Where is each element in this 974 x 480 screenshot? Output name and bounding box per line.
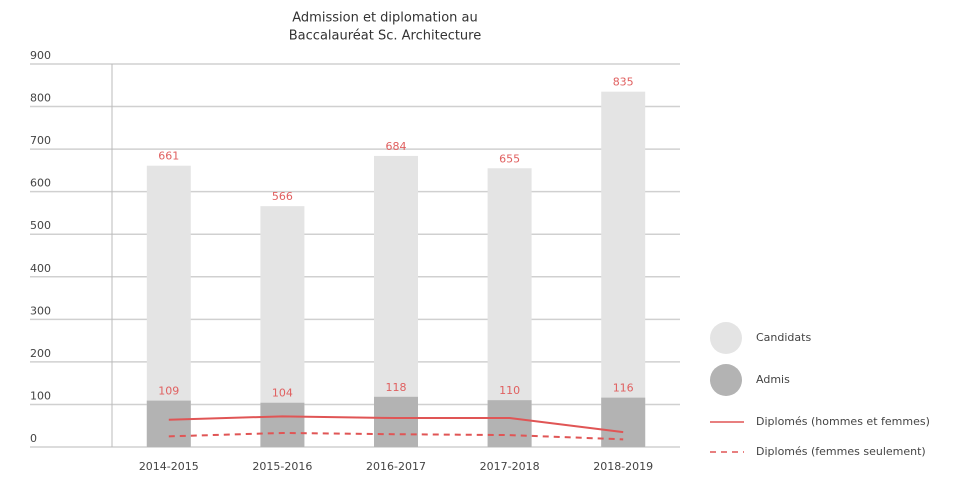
legend-swatch	[710, 322, 742, 354]
bar	[601, 91, 646, 448]
y-tick-label: 400	[30, 262, 51, 275]
chart-title: Baccalauréat Sc. Architecture	[289, 29, 481, 44]
y-tick-label: 100	[30, 389, 51, 402]
x-tick-label: 2014-2015	[139, 460, 199, 473]
x-tick-label: 2015-2016	[252, 460, 312, 473]
value-label: 566	[272, 190, 293, 203]
bar	[487, 400, 532, 447]
line	[168, 415, 624, 434]
legend-label: Diplomés (hommes et femmes)	[756, 415, 930, 428]
y-tick-label: 600	[30, 177, 51, 190]
value-label: 661	[158, 150, 179, 163]
line	[168, 431, 624, 441]
value-label: 835	[613, 76, 634, 89]
legend-label: Candidats	[756, 331, 811, 344]
y-tick-label: 500	[30, 219, 51, 232]
bar	[601, 397, 646, 447]
x-tick-label: 2017-2018	[480, 460, 540, 473]
y-tick-label: 0	[30, 432, 37, 445]
y-tick-label: 800	[30, 92, 51, 105]
bar	[260, 402, 305, 447]
value-label: 109	[158, 385, 179, 398]
value-label: 110	[499, 384, 520, 397]
y-tick-label: 900	[30, 49, 51, 62]
chart-title: Admission et diplomation au	[292, 11, 477, 26]
legend-swatch	[710, 364, 742, 396]
x-tick-label: 2018-2019	[593, 460, 653, 473]
bar	[374, 396, 418, 447]
value-label: 684	[386, 140, 407, 153]
y-tick-label: 300	[30, 304, 51, 317]
legend-label: Diplomés (femmes seulement)	[756, 445, 926, 458]
legend-label: Admis	[756, 373, 790, 386]
bar	[146, 165, 191, 448]
bar	[146, 400, 191, 447]
value-label: 104	[272, 387, 293, 400]
x-tick-label: 2016-2017	[366, 460, 426, 473]
y-tick-label: 200	[30, 347, 51, 360]
value-label: 118	[386, 381, 407, 394]
value-label: 655	[499, 152, 520, 165]
value-label: 116	[613, 382, 634, 395]
y-tick-label: 700	[30, 134, 51, 147]
